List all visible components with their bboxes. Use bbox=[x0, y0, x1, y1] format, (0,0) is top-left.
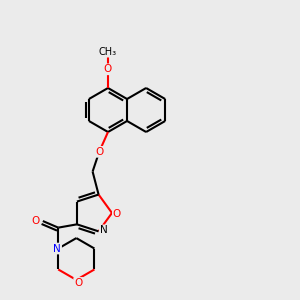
Text: O: O bbox=[113, 209, 121, 219]
Text: N: N bbox=[100, 225, 107, 236]
Text: O: O bbox=[104, 64, 112, 74]
Text: O: O bbox=[74, 278, 82, 288]
Text: O: O bbox=[32, 216, 40, 226]
Text: CH₃: CH₃ bbox=[99, 47, 117, 57]
Text: O: O bbox=[95, 147, 103, 157]
Text: N: N bbox=[53, 244, 61, 254]
